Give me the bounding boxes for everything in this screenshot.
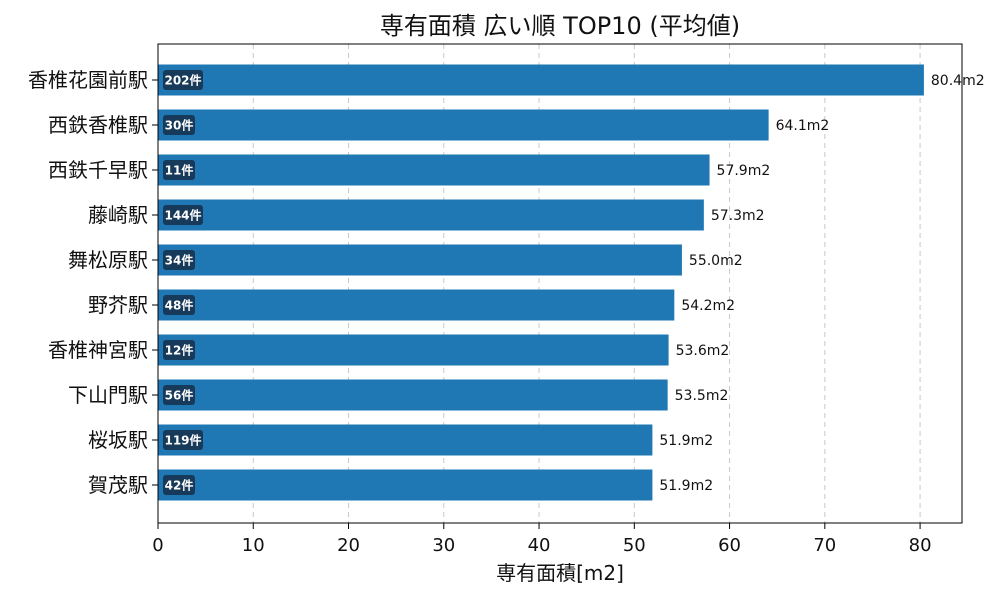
count-badge-text: 202件 xyxy=(164,73,201,88)
bar xyxy=(158,289,675,321)
x-tick-label: 80 xyxy=(909,535,932,556)
count-badge xyxy=(163,250,195,270)
count-badge-text: 30件 xyxy=(165,118,194,133)
x-axis: 0 10 20 30 40 50 60 70 80 xyxy=(152,523,932,556)
y-tick-label: 舞松原駅 xyxy=(68,248,148,272)
y-tick-label: 野芥駅 xyxy=(88,293,148,317)
bars xyxy=(158,64,924,501)
bar-labels: 80.4m2 202件 64.1m2 30件 57.9m2 11件 57.3m2 144件 55… xyxy=(163,70,985,495)
value-label: 80.4m2 xyxy=(931,73,985,89)
value-label: 51.9m2 xyxy=(659,478,713,494)
count-badge xyxy=(163,430,203,450)
x-tick-label: 70 xyxy=(813,535,836,556)
count-badge xyxy=(163,295,195,315)
y-tick-label: 西鉄香椎駅 xyxy=(48,113,148,137)
bar xyxy=(158,244,682,276)
x-tick-label: 10 xyxy=(242,535,265,556)
value-label: 64.1m2 xyxy=(776,118,830,134)
x-tick-label: 50 xyxy=(623,535,646,556)
y-tick-label: 香椎花園前駅 xyxy=(28,68,148,92)
y-axis: 香椎花園前駅西鉄香椎駅西鉄千早駅藤崎駅舞松原駅野芥駅香椎神宮駅下山門駅桜坂駅賀茂… xyxy=(28,68,158,497)
value-label: 57.3m2 xyxy=(711,208,765,224)
count-badge xyxy=(163,385,195,405)
count-badge xyxy=(163,115,195,135)
y-tick-label: 下山門駅 xyxy=(68,383,148,407)
x-axis-label: 専有面積[m2] xyxy=(496,561,624,585)
y-tick-label: 桜坂駅 xyxy=(88,428,148,452)
value-label: 53.5m2 xyxy=(675,388,729,404)
bar xyxy=(158,379,668,411)
count-badge-text: 48件 xyxy=(165,298,194,313)
bar xyxy=(158,109,769,141)
count-badge-text: 42件 xyxy=(165,478,194,493)
value-label: 55.0m2 xyxy=(689,253,743,269)
x-tick-label: 40 xyxy=(528,535,551,556)
count-badge xyxy=(163,475,195,495)
count-badge-text: 56件 xyxy=(165,388,194,403)
chart-title: 専有面積 広い順 TOP10 (平均値) xyxy=(380,12,740,40)
count-badge-text: 11件 xyxy=(165,163,194,178)
x-tick-label: 0 xyxy=(152,535,163,556)
x-tick-label: 30 xyxy=(432,535,455,556)
count-badge xyxy=(163,340,195,360)
bar xyxy=(158,64,924,96)
x-tick-label: 60 xyxy=(718,535,741,556)
bar xyxy=(158,469,653,501)
bar xyxy=(158,334,669,366)
value-label: 53.6m2 xyxy=(676,343,730,359)
plot-frame xyxy=(157,43,963,524)
count-badge-text: 144件 xyxy=(164,208,201,223)
bar xyxy=(158,199,704,231)
count-badge xyxy=(163,160,195,180)
bar xyxy=(158,154,710,186)
count-badge xyxy=(163,205,203,225)
value-label: 51.9m2 xyxy=(659,433,713,449)
y-tick-label: 藤崎駅 xyxy=(88,203,148,227)
count-badge xyxy=(163,70,203,90)
bar xyxy=(158,424,653,456)
count-badge-text: 119件 xyxy=(164,433,201,448)
y-tick-label: 香椎神宮駅 xyxy=(48,338,148,362)
y-tick-label: 賀茂駅 xyxy=(88,473,148,497)
y-tick-label: 西鉄千早駅 xyxy=(48,158,148,182)
x-tick-label: 20 xyxy=(337,535,360,556)
value-label: 54.2m2 xyxy=(681,298,735,314)
value-label: 57.9m2 xyxy=(717,163,771,179)
count-badge-text: 34件 xyxy=(165,253,194,268)
count-badge-text: 12件 xyxy=(165,343,194,358)
